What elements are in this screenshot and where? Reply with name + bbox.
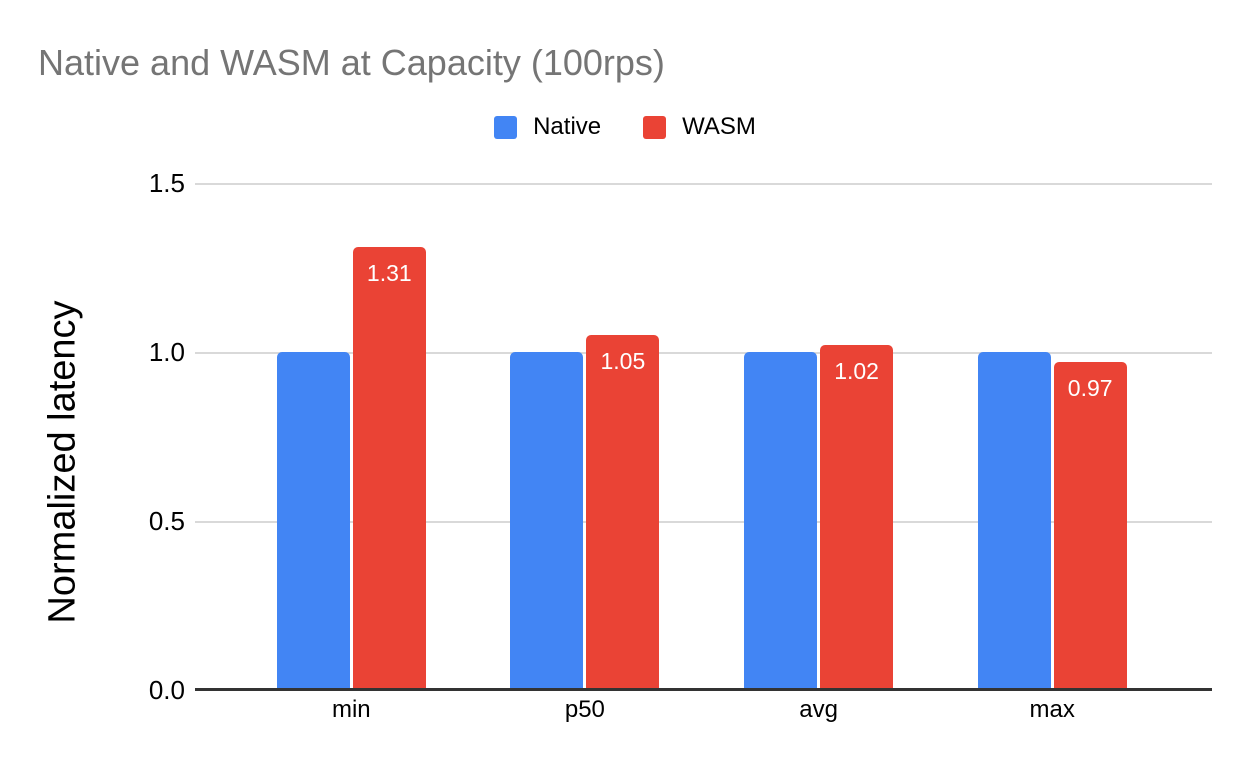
x-category-label-p50: p50	[564, 696, 605, 723]
plot-area: 1.31 min 1.05 p50 1.02 avg 0.97 max	[195, 183, 1212, 723]
bar-native-avg	[744, 352, 818, 690]
bar-wasm-min: 1.31	[352, 247, 426, 690]
x-category-label-max: max	[1029, 696, 1075, 723]
gridline-1-5	[195, 183, 1212, 185]
legend-item-native: Native	[494, 114, 601, 140]
legend-label-wasm: WASM	[682, 113, 756, 140]
legend-swatch-native-icon	[494, 115, 518, 139]
x-category-label-avg: avg	[799, 696, 838, 723]
bar-value-label-wasm-avg: 1.02	[834, 358, 879, 384]
gridline-0-5	[195, 521, 1212, 523]
bar-native-min	[276, 352, 350, 690]
bar-value-label-wasm-max: 0.97	[1067, 375, 1113, 401]
gridline-1-0	[195, 352, 1212, 354]
legend-label-native: Native	[533, 113, 602, 140]
x-category-label-min: min	[331, 696, 371, 723]
y-tick-label-1-5: 1.5	[148, 168, 185, 198]
legend-item-wasm: WASM	[643, 114, 756, 140]
bar-wasm-max: 0.97	[1053, 362, 1127, 690]
legend-swatch-wasm-icon	[643, 115, 667, 139]
bar-value-label-wasm-p50: 1.05	[600, 348, 646, 374]
bar-value-label-wasm-min: 1.31	[366, 260, 412, 286]
chart-title: Native and WASM at Capacity (100rps)	[38, 42, 665, 83]
legend: Native WASM	[0, 114, 1250, 140]
bar-wasm-avg: 1.02	[820, 345, 894, 690]
x-axis-line	[195, 688, 1212, 691]
bar-native-p50	[510, 352, 584, 690]
y-tick-label-0-0: 0.0	[148, 675, 185, 705]
y-tick-label-1-0: 1.0	[148, 337, 185, 367]
y-axis-title: Normalized latency	[41, 300, 84, 624]
y-tick-label-0-5: 0.5	[148, 506, 185, 536]
bar-wasm-p50: 1.05	[586, 335, 660, 690]
bar-native-max	[977, 352, 1051, 690]
